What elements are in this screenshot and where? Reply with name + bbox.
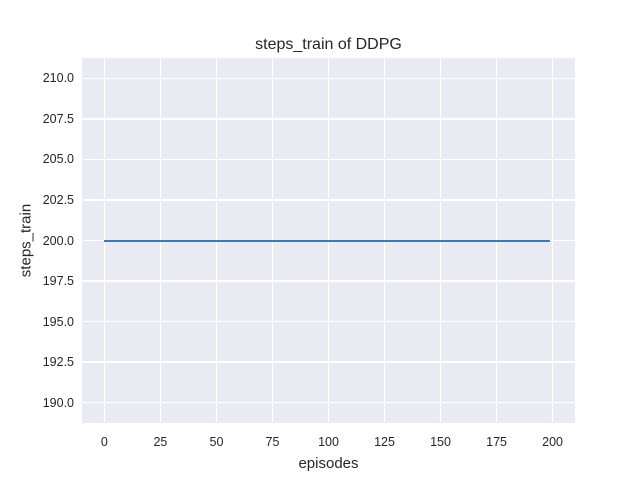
x-tick-label: 175 [486,435,507,449]
y-tick-label: 202.5 [42,192,74,207]
x-tick-label: 150 [430,435,451,449]
y-tick-label: 205.0 [42,152,74,167]
horizontal-gridline [82,118,575,120]
y-tick-label: 195.0 [42,314,74,329]
y-tick-label: 200.0 [42,233,74,248]
x-tick-label: 50 [209,435,224,449]
plot-area [82,58,575,423]
chart-title: steps_train of DDPG [255,36,402,53]
x-tick-label: 0 [100,435,108,449]
horizontal-gridline [82,77,575,79]
y-tick-label: 190.0 [42,395,74,410]
x-tick-label: 200 [542,435,563,449]
x-tick-label: 125 [374,435,395,449]
x-tick-label: 100 [318,435,339,449]
horizontal-gridline [82,320,575,323]
x-tick-label: 75 [265,435,280,449]
y-tick-label: 192.5 [42,355,74,370]
horizontal-gridline [82,158,575,161]
horizontal-gridline [82,402,575,404]
y-tick-label: 210.0 [42,71,74,86]
y-tick-label: 207.5 [42,111,74,126]
series-line-ddpg [104,239,551,242]
x-axis-label: episodes [298,455,359,472]
horizontal-gridline [82,280,575,282]
y-tick-label: 197.5 [42,274,74,289]
x-tick-label: 25 [153,435,168,449]
horizontal-gridline [82,199,575,201]
horizontal-gridline [82,361,575,363]
